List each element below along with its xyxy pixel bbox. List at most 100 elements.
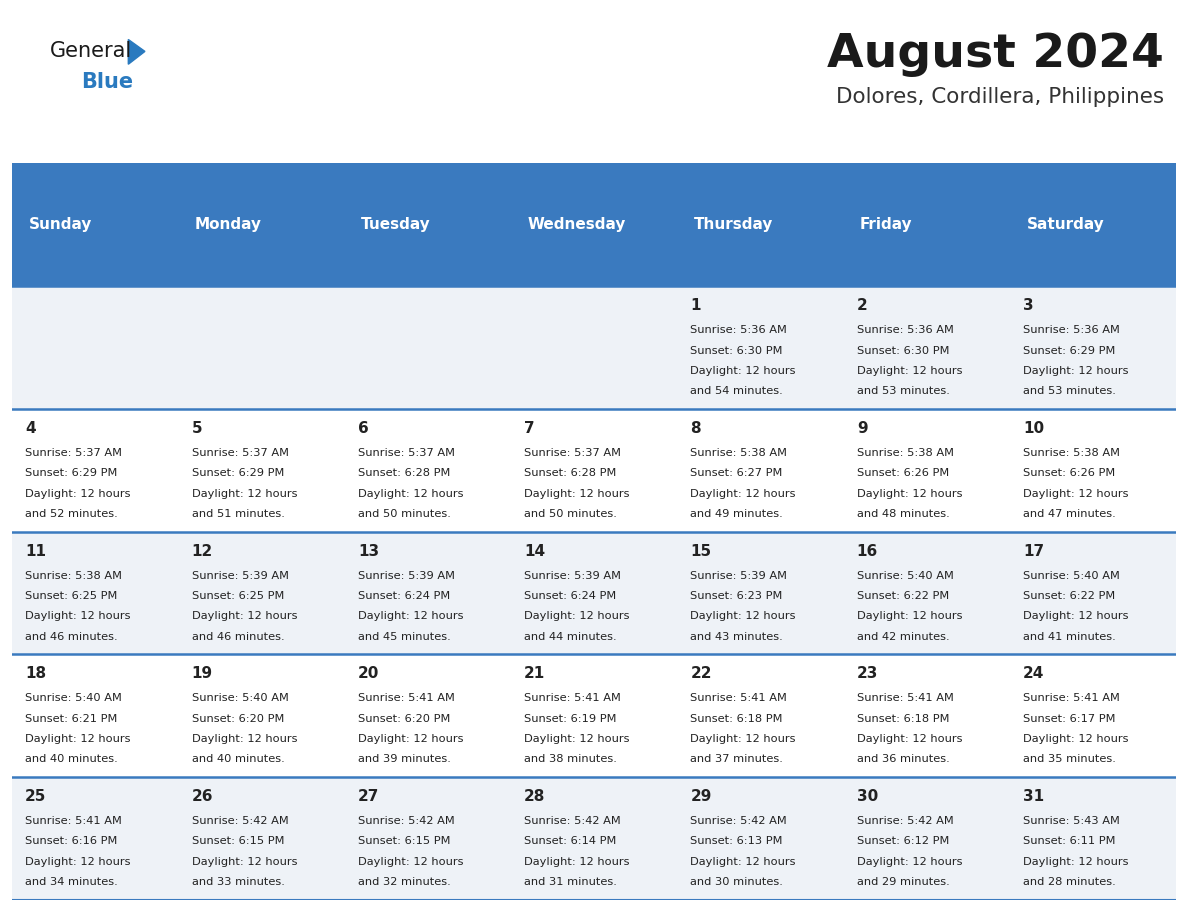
Text: Sunrise: 5:36 AM: Sunrise: 5:36 AM <box>690 325 788 335</box>
Text: Sunset: 6:23 PM: Sunset: 6:23 PM <box>690 591 783 601</box>
Text: Sunrise: 5:40 AM: Sunrise: 5:40 AM <box>857 571 954 581</box>
Text: 21: 21 <box>524 666 545 681</box>
Text: Daylight: 12 hours: Daylight: 12 hours <box>690 734 796 744</box>
Text: Sunrise: 5:42 AM: Sunrise: 5:42 AM <box>857 816 954 826</box>
Text: Daylight: 12 hours: Daylight: 12 hours <box>191 488 297 498</box>
Text: and 45 minutes.: and 45 minutes. <box>358 632 450 642</box>
Text: 10: 10 <box>1023 421 1044 436</box>
Text: Sunset: 6:27 PM: Sunset: 6:27 PM <box>690 468 783 478</box>
Text: Sunset: 6:29 PM: Sunset: 6:29 PM <box>1023 345 1116 355</box>
Bar <box>12 532 178 655</box>
Text: Daylight: 12 hours: Daylight: 12 hours <box>690 856 796 867</box>
Text: and 52 minutes.: and 52 minutes. <box>25 509 118 519</box>
Bar <box>511 163 677 286</box>
Bar <box>345 286 511 409</box>
Text: Daylight: 12 hours: Daylight: 12 hours <box>358 734 463 744</box>
Text: and 46 minutes.: and 46 minutes. <box>191 632 284 642</box>
Text: Daylight: 12 hours: Daylight: 12 hours <box>524 488 630 498</box>
Text: Sunrise: 5:36 AM: Sunrise: 5:36 AM <box>857 325 954 335</box>
Text: and 53 minutes.: and 53 minutes. <box>857 386 949 396</box>
Text: Daylight: 12 hours: Daylight: 12 hours <box>191 734 297 744</box>
Bar <box>677 409 843 532</box>
Text: 17: 17 <box>1023 543 1044 559</box>
Text: 8: 8 <box>690 421 701 436</box>
Text: 2: 2 <box>857 298 867 313</box>
Text: August 2024: August 2024 <box>827 32 1164 77</box>
Text: Sunset: 6:12 PM: Sunset: 6:12 PM <box>857 836 949 846</box>
Text: Sunset: 6:24 PM: Sunset: 6:24 PM <box>524 591 617 601</box>
Bar <box>1010 655 1176 777</box>
Text: 7: 7 <box>524 421 535 436</box>
Text: and 47 minutes.: and 47 minutes. <box>1023 509 1116 519</box>
Text: 31: 31 <box>1023 789 1044 804</box>
Bar <box>677 163 843 286</box>
Text: Saturday: Saturday <box>1026 218 1104 232</box>
Text: Sunrise: 5:37 AM: Sunrise: 5:37 AM <box>191 448 289 458</box>
Bar <box>178 777 345 900</box>
Text: Sunset: 6:28 PM: Sunset: 6:28 PM <box>358 468 450 478</box>
Bar <box>1010 777 1176 900</box>
Text: Monday: Monday <box>195 218 261 232</box>
Text: Sunset: 6:15 PM: Sunset: 6:15 PM <box>358 836 450 846</box>
Text: 1: 1 <box>690 298 701 313</box>
Text: Sunset: 6:30 PM: Sunset: 6:30 PM <box>857 345 949 355</box>
Text: Daylight: 12 hours: Daylight: 12 hours <box>25 856 131 867</box>
Text: Sunset: 6:16 PM: Sunset: 6:16 PM <box>25 836 118 846</box>
Text: Daylight: 12 hours: Daylight: 12 hours <box>25 734 131 744</box>
Text: and 53 minutes.: and 53 minutes. <box>1023 386 1116 396</box>
Text: 11: 11 <box>25 543 46 559</box>
Bar <box>511 409 677 532</box>
Bar <box>345 532 511 655</box>
Text: Daylight: 12 hours: Daylight: 12 hours <box>191 611 297 621</box>
Bar <box>843 777 1010 900</box>
Text: 22: 22 <box>690 666 712 681</box>
Text: Sunrise: 5:40 AM: Sunrise: 5:40 AM <box>1023 571 1120 581</box>
Text: Sunset: 6:18 PM: Sunset: 6:18 PM <box>690 713 783 723</box>
Text: and 50 minutes.: and 50 minutes. <box>524 509 617 519</box>
Text: Sunrise: 5:39 AM: Sunrise: 5:39 AM <box>191 571 289 581</box>
Text: Sunset: 6:26 PM: Sunset: 6:26 PM <box>1023 468 1116 478</box>
Bar <box>345 163 511 286</box>
Text: 23: 23 <box>857 666 878 681</box>
Text: 6: 6 <box>358 421 368 436</box>
Bar <box>178 532 345 655</box>
Text: Sunrise: 5:42 AM: Sunrise: 5:42 AM <box>358 816 455 826</box>
Bar <box>178 163 345 286</box>
Text: and 37 minutes.: and 37 minutes. <box>690 755 783 764</box>
Text: Sunrise: 5:41 AM: Sunrise: 5:41 AM <box>524 693 621 703</box>
Text: Sunset: 6:20 PM: Sunset: 6:20 PM <box>358 713 450 723</box>
Text: and 46 minutes.: and 46 minutes. <box>25 632 118 642</box>
Text: Daylight: 12 hours: Daylight: 12 hours <box>1023 366 1129 375</box>
Text: Sunrise: 5:41 AM: Sunrise: 5:41 AM <box>857 693 954 703</box>
Bar <box>1010 163 1176 286</box>
Bar <box>12 163 178 286</box>
Text: Sunrise: 5:38 AM: Sunrise: 5:38 AM <box>1023 448 1120 458</box>
Text: and 39 minutes.: and 39 minutes. <box>358 755 450 764</box>
Text: Sunset: 6:17 PM: Sunset: 6:17 PM <box>1023 713 1116 723</box>
Bar <box>511 286 677 409</box>
Text: and 48 minutes.: and 48 minutes. <box>857 509 949 519</box>
Text: Sunrise: 5:42 AM: Sunrise: 5:42 AM <box>191 816 289 826</box>
Text: Sunset: 6:24 PM: Sunset: 6:24 PM <box>358 591 450 601</box>
Text: Sunset: 6:29 PM: Sunset: 6:29 PM <box>25 468 118 478</box>
Text: and 51 minutes.: and 51 minutes. <box>191 509 284 519</box>
Bar <box>843 532 1010 655</box>
Text: Sunrise: 5:39 AM: Sunrise: 5:39 AM <box>358 571 455 581</box>
Bar <box>677 655 843 777</box>
Text: Daylight: 12 hours: Daylight: 12 hours <box>857 488 962 498</box>
Text: Friday: Friday <box>860 218 912 232</box>
Text: Sunset: 6:18 PM: Sunset: 6:18 PM <box>857 713 949 723</box>
Bar <box>843 409 1010 532</box>
Text: 29: 29 <box>690 789 712 804</box>
Bar <box>1010 532 1176 655</box>
Text: General: General <box>50 41 132 62</box>
Bar <box>178 409 345 532</box>
Text: 18: 18 <box>25 666 46 681</box>
Text: 16: 16 <box>857 543 878 559</box>
Text: Blue: Blue <box>81 72 133 92</box>
Text: Sunrise: 5:40 AM: Sunrise: 5:40 AM <box>191 693 289 703</box>
Text: Sunset: 6:30 PM: Sunset: 6:30 PM <box>690 345 783 355</box>
Bar <box>511 532 677 655</box>
Text: Daylight: 12 hours: Daylight: 12 hours <box>857 734 962 744</box>
Text: 13: 13 <box>358 543 379 559</box>
